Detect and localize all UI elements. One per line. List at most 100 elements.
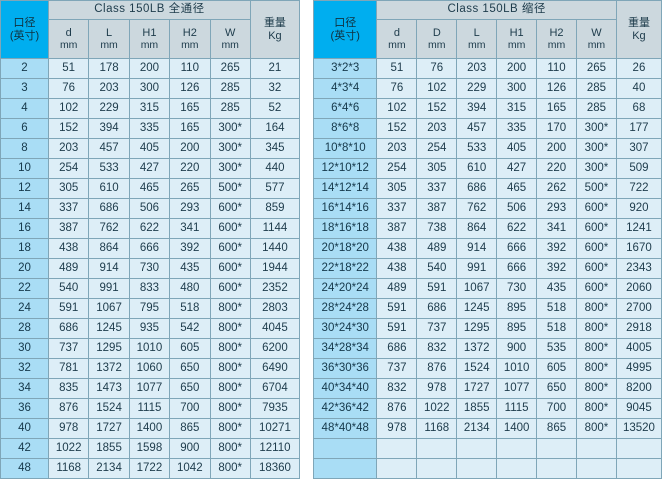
cell-H1: 895 (496, 298, 538, 319)
cell-H2: 110 (536, 58, 577, 79)
cell-H2: 1042 (169, 458, 211, 479)
cell-L: 394 (456, 98, 498, 119)
column-header-name: H2 (549, 26, 564, 39)
cell-H1: 1400 (496, 418, 538, 439)
cell-weight: 9045 (615, 398, 662, 419)
cell-H2: 650 (536, 378, 577, 399)
cell-H2: 220 (536, 158, 577, 179)
cell-weight: 1670 (615, 238, 662, 259)
cell-W: 285 (575, 78, 617, 99)
cell-size: 6*4*6 (312, 98, 378, 119)
table-head-reduced-bore: 口径 (英寸) Class 150LB 缩径 重量 Kg d mm D mm (312, 0, 662, 59)
cell-d: 305 (47, 178, 90, 199)
cell-H2: 341 (169, 218, 211, 239)
cell-size: 34 (0, 378, 49, 399)
cell-d: 591 (376, 298, 418, 319)
cell-empty (376, 438, 418, 459)
cell-weight: 1944 (249, 258, 301, 279)
table-row-empty (312, 458, 662, 479)
cell-W: 800* (575, 418, 617, 439)
cell-H2: 605 (536, 358, 577, 379)
cell-empty (496, 458, 538, 479)
cell-H1: 833 (128, 278, 171, 299)
cell-W: 800* (209, 358, 251, 379)
cell-W: 800* (575, 318, 617, 339)
cell-W: 800* (209, 398, 251, 419)
cell-D: 337 (416, 178, 458, 199)
column-header-H1: H1 mm (496, 19, 538, 59)
cell-L: 864 (456, 218, 498, 239)
cell-weight: 722 (615, 178, 662, 199)
cell-size: 4 (0, 98, 49, 119)
cell-H1: 1060 (128, 358, 171, 379)
table-row: 3 76 203 300 126 285 32 (0, 78, 301, 99)
cell-H1: 315 (128, 98, 171, 119)
cell-size: 16 (0, 218, 49, 239)
cell-empty (536, 438, 577, 459)
cell-d: 438 (47, 238, 90, 259)
cell-d: 51 (376, 58, 418, 79)
cell-D: 591 (416, 278, 458, 299)
column-header-name: d (65, 26, 72, 39)
cell-d: 876 (376, 398, 418, 419)
cell-L: 914 (456, 238, 498, 259)
weight-header-line2: Kg (268, 29, 282, 42)
cell-H2: 700 (169, 398, 211, 419)
cell-size: 22 (0, 278, 49, 299)
cell-H1: 335 (128, 118, 171, 139)
cell-L: 1067 (88, 298, 130, 319)
cell-d: 686 (376, 338, 418, 359)
cell-D: 489 (416, 238, 458, 259)
cell-H1: 405 (496, 138, 538, 159)
cell-weight: 32 (249, 78, 301, 99)
table-row: 22*18*22 438 540 991 666 392 600* 2343 (312, 258, 662, 279)
cell-weight: 40 (615, 78, 662, 99)
table-row: 30 737 1295 1010 605 800* 6200 (0, 338, 301, 359)
cell-size: 28*24*28 (312, 298, 378, 319)
cell-weight: 1144 (249, 218, 301, 239)
table-row: 8 203 457 405 200 300* 345 (0, 138, 301, 159)
size-header-line2: (英寸) (9, 29, 40, 42)
cell-empty (456, 438, 498, 459)
cell-d: 387 (47, 218, 90, 239)
cell-size: 20*18*20 (312, 238, 378, 259)
cell-L: 2134 (88, 458, 130, 479)
table-row: 3*2*3 51 76 203 200 110 265 26 (312, 58, 662, 79)
cell-L: 203 (456, 58, 498, 79)
cell-weight: 164 (249, 118, 301, 139)
cell-size: 34*28*34 (312, 338, 378, 359)
cell-H2: 392 (536, 258, 577, 279)
cell-d: 540 (47, 278, 90, 299)
cell-L: 1245 (88, 318, 130, 339)
cell-W: 265 (209, 58, 251, 79)
column-header-H2: H2 mm (536, 19, 577, 59)
cell-D: 152 (416, 98, 458, 119)
cell-W: 285 (209, 78, 251, 99)
cell-size: 36 (0, 398, 49, 419)
cell-W: 300* (209, 118, 251, 139)
cell-d: 978 (47, 418, 90, 439)
table-row: 40 978 1727 1400 865 800* 10271 (0, 418, 301, 439)
cell-d: 835 (47, 378, 90, 399)
cell-D: 876 (416, 358, 458, 379)
cell-W: 600* (575, 218, 617, 239)
cell-H1: 300 (128, 78, 171, 99)
cell-W: 300* (209, 158, 251, 179)
cell-weight: 920 (615, 198, 662, 219)
cell-H1: 895 (496, 318, 538, 339)
cell-size: 16*14*16 (312, 198, 378, 219)
cell-H2: 170 (536, 118, 577, 139)
cell-W: 800* (575, 358, 617, 379)
column-header-name: W (224, 26, 236, 39)
table-row: 2 51 178 200 110 265 21 (0, 58, 301, 79)
header-row-columns: d mm L mm H1 mm H2 mm W mm (1, 19, 300, 59)
cell-d: 387 (376, 218, 418, 239)
cell-H2: 480 (169, 278, 211, 299)
cell-H2: 126 (169, 78, 211, 99)
table-row: 24 591 1067 795 518 800* 2803 (0, 298, 301, 319)
table-row: 12 305 610 465 265 500* 577 (0, 178, 301, 199)
cell-weight: 2700 (615, 298, 662, 319)
column-header-name: L (106, 26, 113, 39)
column-header-unit: mm (428, 39, 446, 52)
column-header-W: W mm (575, 19, 617, 59)
